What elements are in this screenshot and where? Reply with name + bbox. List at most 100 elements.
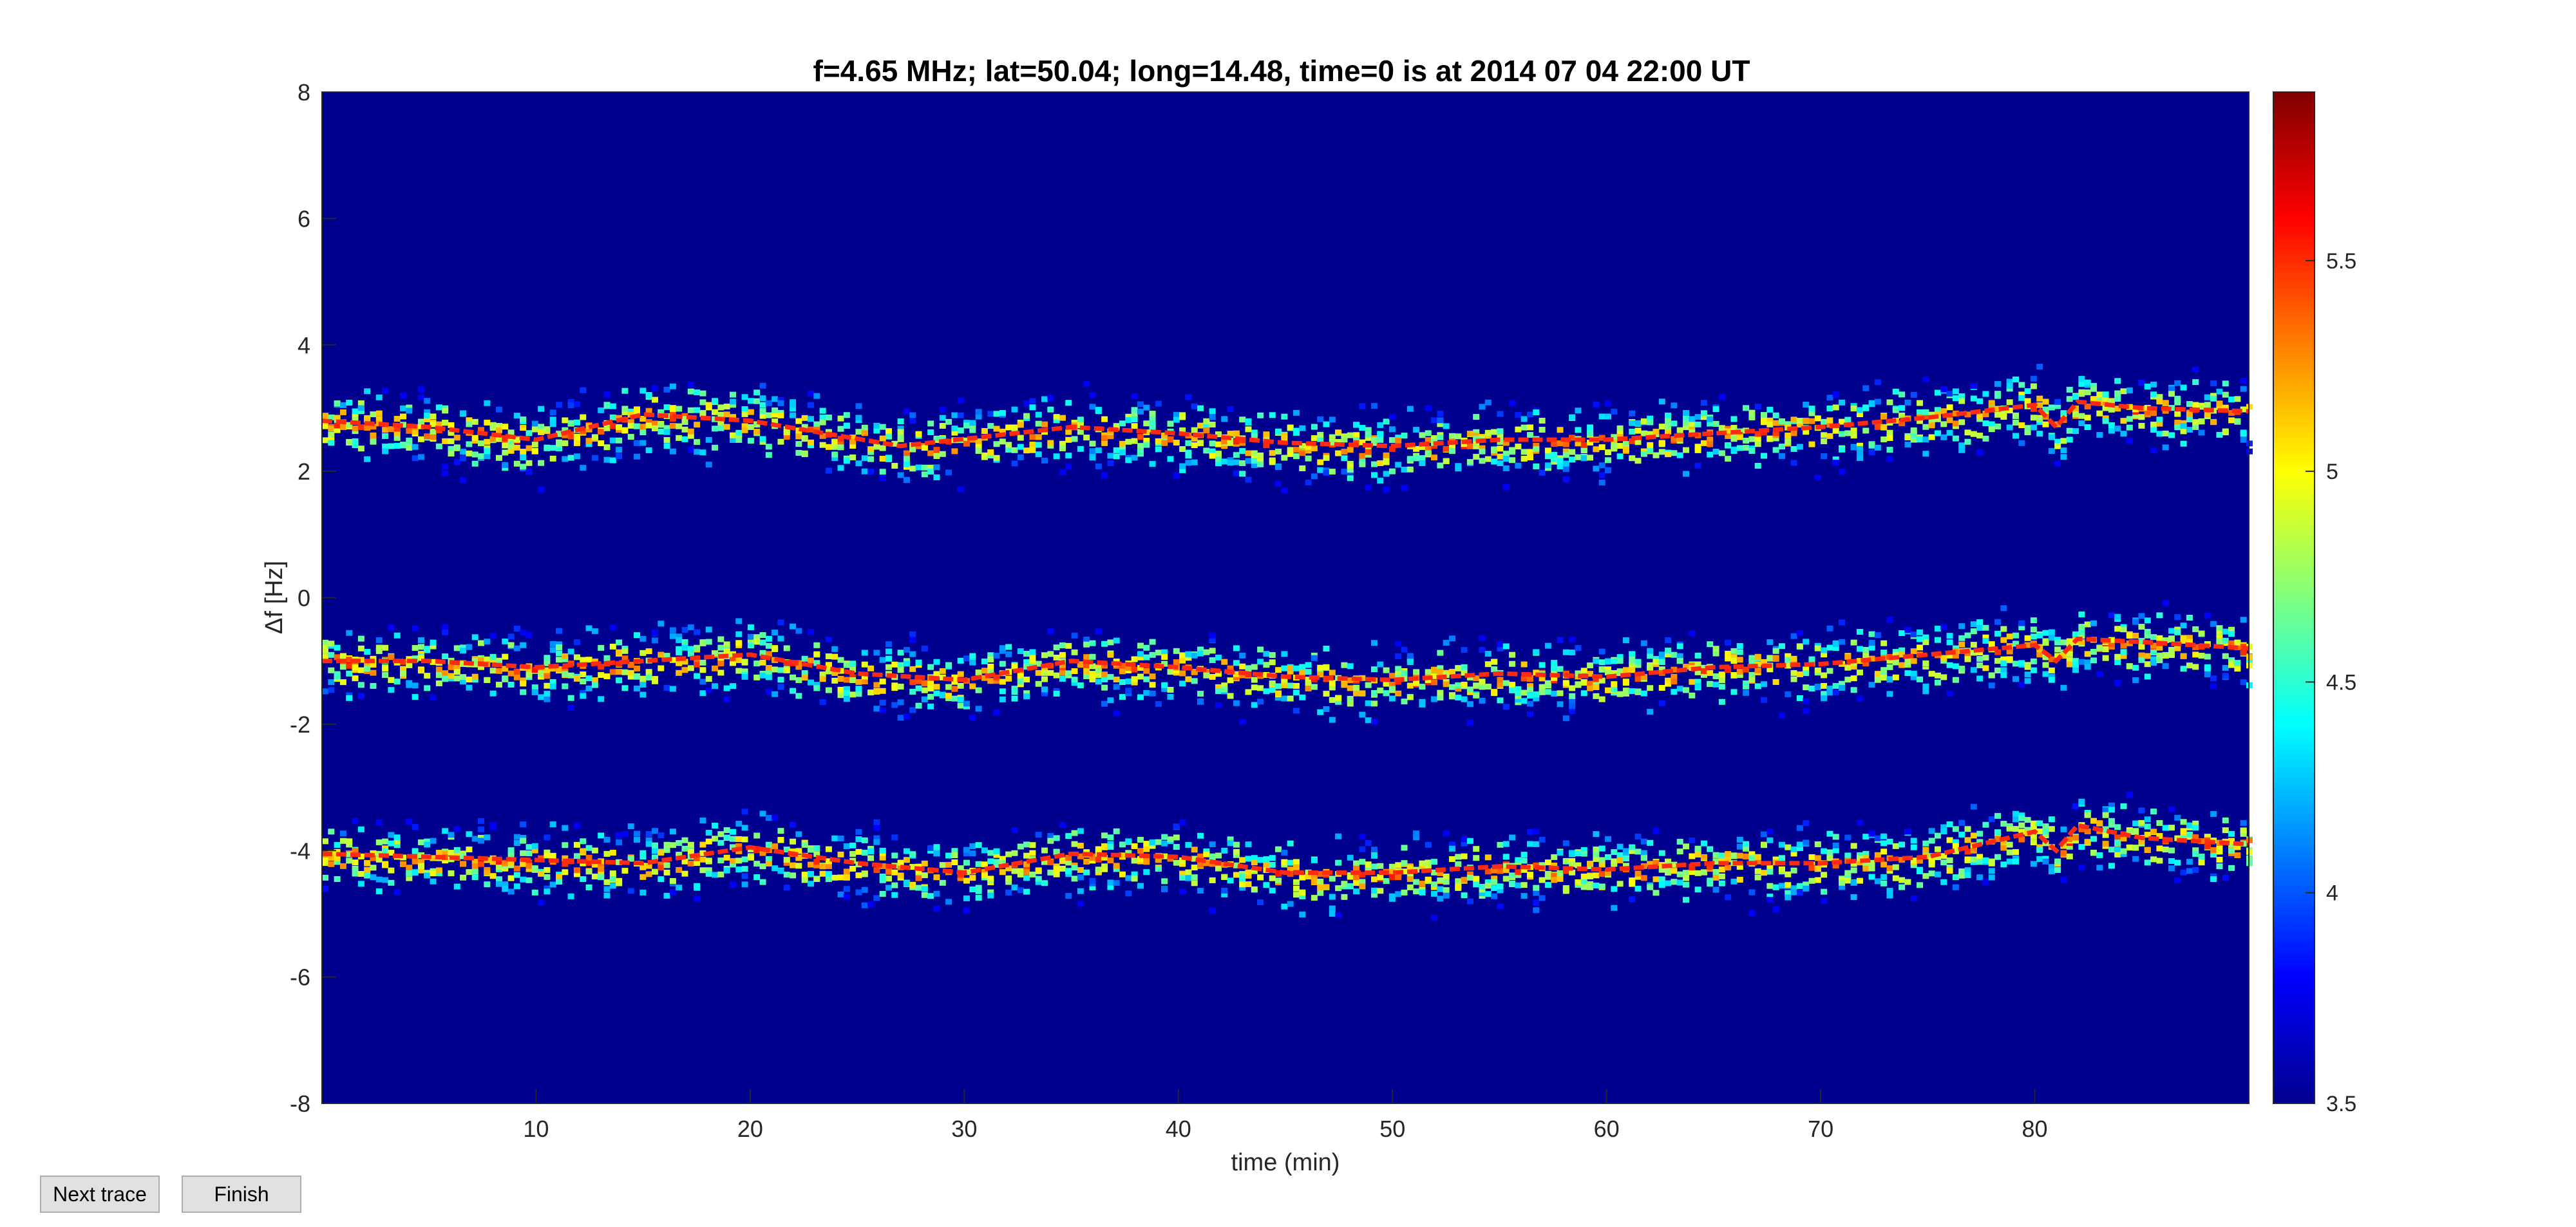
trace-cell xyxy=(1874,379,1881,386)
trace-cell xyxy=(1257,452,1264,458)
trace-cell xyxy=(1994,380,2002,387)
trace-cell xyxy=(430,855,437,861)
trace-cell xyxy=(1065,453,1072,459)
trace-cell xyxy=(1491,885,1498,892)
trace-cell xyxy=(1437,877,1444,884)
trace-cell xyxy=(1071,436,1078,442)
trace-cell xyxy=(1119,841,1126,848)
trace-cell xyxy=(772,418,779,425)
trace-cell xyxy=(975,842,982,848)
trace-cell xyxy=(2096,645,2103,651)
trace-cell xyxy=(933,844,940,850)
trace-cell xyxy=(2192,820,2199,827)
trace-cell xyxy=(1665,418,1672,425)
trace-cell xyxy=(1317,671,1324,678)
trace-cell xyxy=(328,440,335,446)
trace-cell xyxy=(1899,391,1906,398)
trace-cell xyxy=(1059,642,1066,648)
trace-cell xyxy=(1683,424,1690,431)
trace-cell xyxy=(1826,668,1833,674)
trace-cell xyxy=(448,451,455,457)
trace-cell xyxy=(772,865,779,872)
trace-cell xyxy=(837,835,844,841)
trace-cell xyxy=(1425,445,1432,452)
trace-cell xyxy=(1700,410,1707,417)
trace-cell xyxy=(1005,424,1012,431)
trace-cell xyxy=(417,436,424,442)
trace-cell xyxy=(1988,641,1995,648)
trace-cell xyxy=(1413,427,1420,433)
trace-cell xyxy=(598,440,605,447)
trace-cell xyxy=(1533,841,1540,847)
trace-cell xyxy=(1958,666,1965,672)
trace-cell xyxy=(1766,435,1774,442)
trace-cell xyxy=(843,422,850,429)
trace-cell xyxy=(531,448,538,454)
trace-cell xyxy=(663,862,670,868)
trace-cell xyxy=(1473,414,1480,420)
trace-cell xyxy=(1856,407,1863,413)
trace-cell xyxy=(2000,845,2007,851)
trace-cell xyxy=(639,650,647,656)
trace-cell xyxy=(1683,881,1690,888)
trace-cell xyxy=(687,388,694,395)
trace-cell xyxy=(1263,662,1270,668)
trace-cell xyxy=(1605,467,1612,473)
trace-cell xyxy=(1761,831,1768,838)
trace-cell xyxy=(1395,679,1402,685)
trace-cell xyxy=(723,403,730,409)
trace-cell xyxy=(861,661,868,668)
trace-cell xyxy=(1029,653,1036,659)
trace-cell xyxy=(813,851,820,857)
trace-cell xyxy=(1569,708,1576,715)
trace-cell xyxy=(502,886,509,892)
trace-cell xyxy=(2024,642,2031,648)
trace-cell xyxy=(717,425,724,431)
trace-cell xyxy=(1814,474,1821,481)
trace-cell xyxy=(1149,651,1156,658)
trace-cell xyxy=(1388,868,1396,875)
trace-cell xyxy=(1023,651,1030,657)
trace-cell xyxy=(2210,810,2217,817)
trace-cell xyxy=(987,652,994,659)
trace-cell xyxy=(1526,711,1533,717)
trace-cell xyxy=(1491,666,1498,673)
trace-cell xyxy=(1101,416,1108,422)
trace-cell xyxy=(471,634,478,641)
trace-cell xyxy=(2000,656,2007,662)
trace-cell xyxy=(352,664,359,670)
trace-cell xyxy=(861,678,868,684)
trace-cell xyxy=(1605,413,1612,420)
trace-cell xyxy=(777,828,784,834)
trace-cell xyxy=(1754,661,1761,668)
trace-cell xyxy=(927,469,934,475)
trace-cell xyxy=(639,850,647,856)
trace-cell xyxy=(1844,664,1852,671)
trace-cell xyxy=(825,662,832,668)
trace-cell xyxy=(1694,444,1701,450)
trace-cell xyxy=(1245,689,1252,695)
trace-cell xyxy=(1083,673,1090,679)
trace-cell xyxy=(1491,876,1498,882)
chart-title: f=4.65 MHz; lat=50.04; long=14.48, time=… xyxy=(813,54,1750,88)
trace-cell xyxy=(357,635,365,642)
trace-cell xyxy=(388,832,395,838)
trace-cell xyxy=(837,441,844,447)
trace-cell xyxy=(1161,432,1168,438)
trace-cell xyxy=(544,673,551,679)
trace-cell xyxy=(573,453,580,460)
trace-cell xyxy=(1515,686,1522,692)
trace-cell xyxy=(951,695,958,702)
trace-cell xyxy=(1821,691,1828,697)
trace-cell xyxy=(1754,404,1761,410)
trace-cell xyxy=(2174,629,2181,635)
trace-cell xyxy=(1263,651,1270,657)
trace-cell xyxy=(1826,395,1833,401)
trace-cell xyxy=(933,464,940,471)
trace-cell xyxy=(939,422,946,429)
trace-cell xyxy=(1275,870,1282,876)
trace-cell xyxy=(807,390,814,397)
trace-cell xyxy=(2066,638,2073,644)
trace-cell xyxy=(471,836,478,842)
trace-cell xyxy=(1917,400,1924,406)
